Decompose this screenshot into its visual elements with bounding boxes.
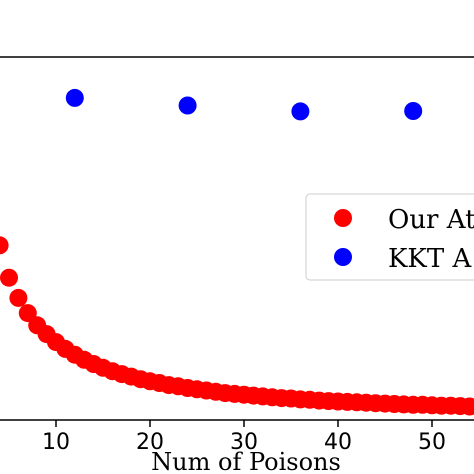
our-attack-point: [0, 236, 9, 255]
x-tick-label: 40: [324, 430, 352, 455]
kkt-attack-point: [178, 96, 197, 115]
our-attack-point: [18, 304, 37, 323]
legend-marker-kkt-attack: [334, 248, 352, 266]
series-kkt-attack: [65, 88, 423, 121]
legend: Our At KKT A: [305, 193, 474, 281]
axes: [0, 56, 474, 421]
x-axis-label: Num of Poisons: [151, 448, 341, 474]
x-axis-ticks: 10 20 30 40 50: [42, 420, 446, 455]
our-attack-point: [9, 288, 28, 307]
kkt-attack-point: [291, 102, 310, 121]
legend-label-our-attack: Our At: [388, 205, 474, 235]
our-attack-point: [460, 397, 474, 416]
kkt-attack-point: [404, 102, 423, 120]
legend-marker-our-attack: [334, 209, 352, 227]
legend-label-kkt-attack: KKT A: [388, 244, 472, 274]
our-attack-point: [470, 399, 474, 414]
our-attack-point: [0, 268, 18, 287]
x-tick-label: 50: [418, 430, 446, 455]
data-points: [0, 88, 474, 416]
x-tick-label: 30: [230, 430, 258, 455]
x-tick-label: 10: [42, 430, 70, 455]
series-our-attack: [0, 236, 474, 416]
x-tick-label: 20: [136, 430, 164, 455]
kkt-attack-point: [65, 88, 84, 107]
